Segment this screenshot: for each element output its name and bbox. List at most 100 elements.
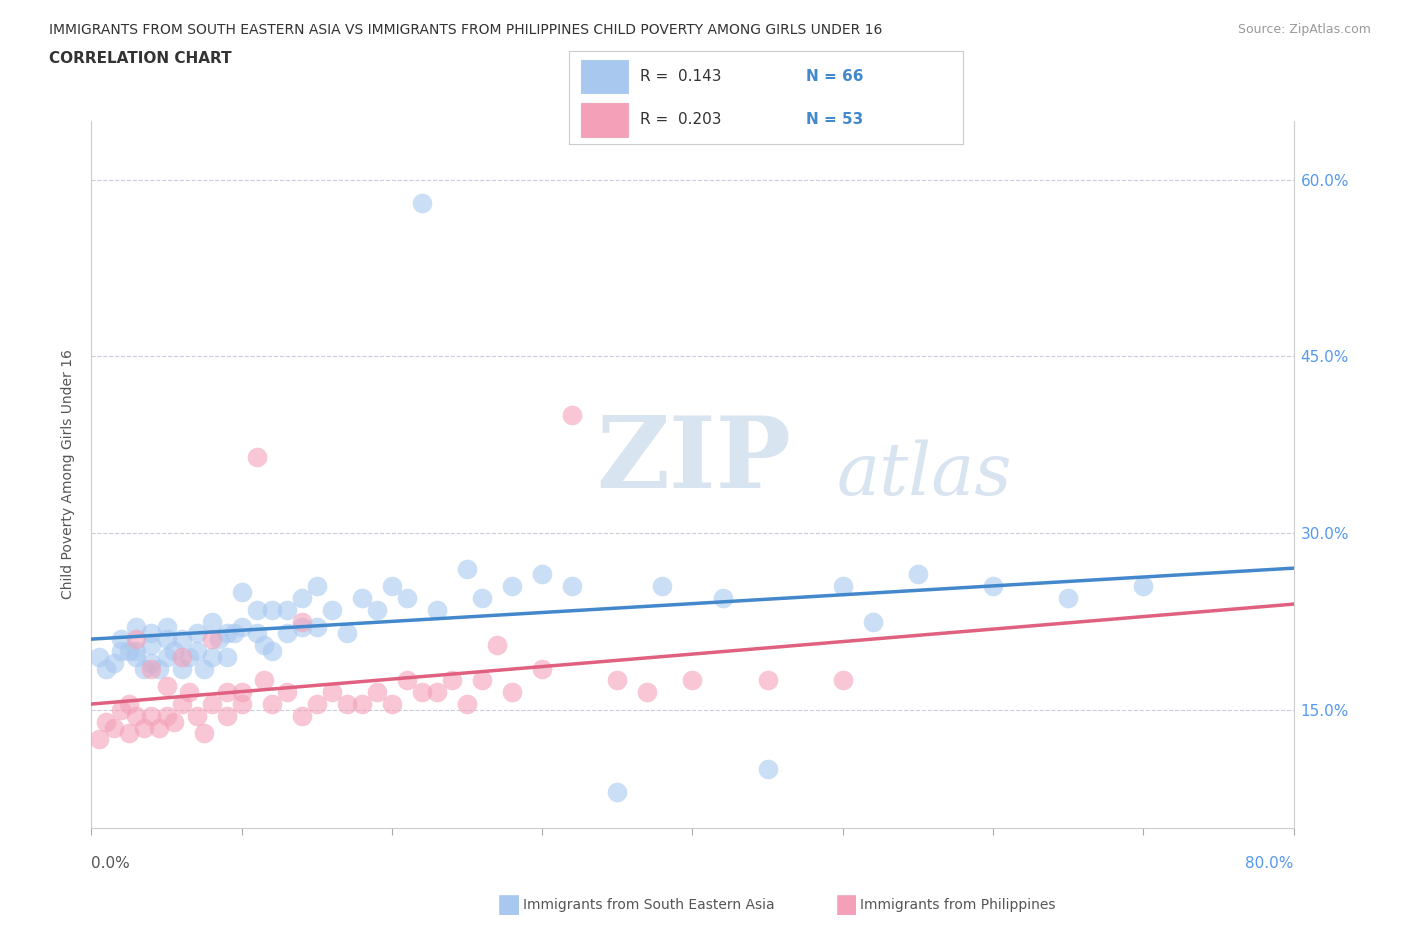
Point [125, 620, 148, 635]
Point [231, 585, 253, 600]
Point [606, 673, 628, 688]
Point [224, 626, 246, 641]
Point [501, 578, 523, 593]
Text: Immigrants from Philippines: Immigrants from Philippines [860, 897, 1056, 912]
Point [141, 661, 163, 676]
Point [350, 591, 373, 605]
Point [201, 697, 224, 711]
Point [291, 614, 314, 629]
Point [246, 626, 269, 641]
Point [132, 661, 155, 676]
Point [231, 684, 253, 699]
Point [155, 620, 177, 635]
Point [208, 631, 231, 646]
Point [366, 684, 388, 699]
Text: N = 66: N = 66 [806, 69, 863, 84]
Point [561, 408, 583, 423]
Bar [581, 103, 628, 137]
Point [201, 649, 224, 664]
Point [1132, 578, 1154, 593]
Point [170, 661, 193, 676]
Text: Source: ZipAtlas.com: Source: ZipAtlas.com [1237, 23, 1371, 36]
Point [291, 591, 314, 605]
Point [193, 661, 215, 676]
Point [276, 684, 298, 699]
Point [141, 626, 163, 641]
Point [110, 702, 132, 717]
Text: IMMIGRANTS FROM SOUTH EASTERN ASIA VS IMMIGRANTS FROM PHILIPPINES CHILD POVERTY : IMMIGRANTS FROM SOUTH EASTERN ASIA VS IM… [49, 23, 883, 37]
Point [471, 591, 494, 605]
Text: Immigrants from South Eastern Asia: Immigrants from South Eastern Asia [523, 897, 775, 912]
Point [163, 714, 186, 729]
Point [1057, 591, 1080, 605]
Point [155, 709, 177, 724]
Point [831, 578, 853, 593]
Point [246, 603, 269, 618]
Point [471, 673, 494, 688]
Point [231, 697, 253, 711]
Point [291, 620, 314, 635]
Point [186, 626, 208, 641]
Text: R =  0.143: R = 0.143 [640, 69, 721, 84]
Point [170, 631, 193, 646]
Point [260, 603, 283, 618]
Point [110, 631, 132, 646]
Point [201, 631, 224, 646]
Point [350, 697, 373, 711]
Point [163, 644, 186, 658]
Text: N = 53: N = 53 [806, 113, 863, 127]
Point [177, 684, 200, 699]
Point [87, 732, 110, 747]
Point [456, 697, 478, 711]
Point [132, 720, 155, 735]
Point [411, 684, 433, 699]
Point [177, 649, 200, 664]
Point [141, 709, 163, 724]
Point [253, 638, 276, 653]
Point [395, 673, 418, 688]
Point [260, 644, 283, 658]
Point [276, 626, 298, 641]
Point [155, 679, 177, 694]
Point [907, 567, 929, 582]
Point [981, 578, 1004, 593]
Y-axis label: Child Poverty Among Girls Under 16: Child Poverty Among Girls Under 16 [62, 350, 76, 599]
Text: atlas: atlas [837, 439, 1012, 510]
Point [276, 603, 298, 618]
Point [440, 673, 463, 688]
Point [305, 697, 328, 711]
Point [831, 673, 853, 688]
Point [246, 449, 269, 464]
Point [336, 626, 359, 641]
Point [215, 649, 238, 664]
Point [366, 603, 388, 618]
Point [141, 638, 163, 653]
Point [561, 578, 583, 593]
Point [148, 720, 170, 735]
Point [201, 614, 224, 629]
Point [756, 762, 779, 777]
Point [215, 709, 238, 724]
Point [125, 709, 148, 724]
Point [96, 714, 118, 729]
Point [381, 578, 404, 593]
Text: 80.0%: 80.0% [1246, 856, 1294, 871]
Text: R =  0.203: R = 0.203 [640, 113, 721, 127]
Point [336, 697, 359, 711]
Point [260, 697, 283, 711]
Point [96, 661, 118, 676]
Point [215, 626, 238, 641]
Point [321, 603, 343, 618]
Point [118, 644, 141, 658]
Point [118, 726, 141, 741]
Point [756, 673, 779, 688]
Point [606, 785, 628, 800]
Text: ZIP: ZIP [596, 412, 792, 509]
Point [186, 644, 208, 658]
Point [170, 697, 193, 711]
Point [118, 697, 141, 711]
Point [155, 649, 177, 664]
Point [531, 661, 554, 676]
Point [170, 649, 193, 664]
Point [305, 578, 328, 593]
